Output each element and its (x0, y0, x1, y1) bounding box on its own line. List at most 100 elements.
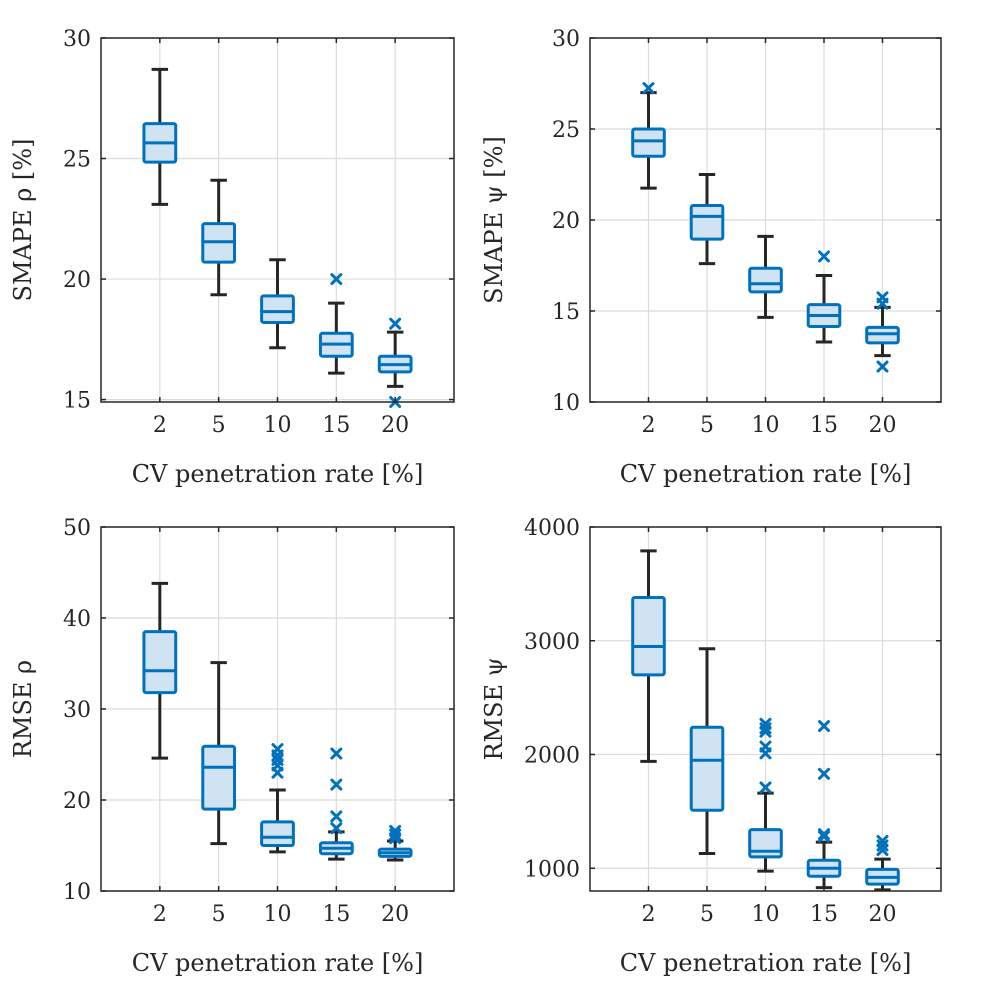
box-10 (260, 258, 295, 350)
x-tick-label: 2 (153, 902, 167, 927)
box-body (631, 596, 666, 677)
outlier-marker (876, 360, 889, 373)
box-body (689, 203, 725, 241)
x-tick-label: 5 (212, 413, 226, 438)
x-tick-label: 15 (810, 413, 838, 438)
x-axis-label: CV penetration rate [%] (620, 460, 912, 488)
box-body (260, 820, 295, 848)
x-tick-label: 10 (752, 902, 780, 927)
outlier-marker (818, 828, 830, 841)
box-10 (748, 234, 783, 319)
x-tick-label: 5 (700, 413, 714, 438)
x-tick-label: 15 (810, 902, 838, 927)
outlier-marker (330, 778, 343, 791)
outlier-marker (759, 725, 772, 738)
box-20 (865, 291, 900, 373)
outlier-marker (759, 722, 772, 735)
outlier-marker (759, 747, 772, 760)
box-2 (142, 67, 178, 206)
y-tick-label: 25 (552, 118, 580, 143)
x-tick-label: 5 (700, 902, 714, 927)
box-20 (865, 834, 900, 892)
y-axis-label: SMAPE ρ [%] (9, 139, 37, 302)
outlier-marker (330, 810, 343, 823)
box-5 (689, 173, 725, 266)
x-tick-label: 15 (322, 902, 350, 927)
outlier-marker (876, 297, 889, 310)
x-tick-label: 10 (752, 413, 780, 438)
outlier-marker (642, 82, 655, 95)
y-tick-label: 30 (552, 27, 580, 52)
outlier-marker (389, 832, 402, 845)
box-body (260, 294, 295, 324)
x-tick-label: 2 (642, 902, 656, 927)
y-tick-label: 2000 (524, 744, 580, 769)
box-2 (631, 549, 666, 763)
box-5 (201, 178, 237, 297)
box-15 (806, 250, 842, 344)
y-tick-label: 20 (63, 268, 91, 293)
x-tick-label: 20 (381, 902, 409, 927)
x-tick-label: 20 (869, 902, 897, 927)
box-15 (806, 720, 842, 890)
y-tick-label: 40 (63, 607, 91, 632)
outlier-marker (876, 844, 889, 857)
y-tick-label: 10 (63, 880, 91, 905)
x-axis-label: CV penetration rate [%] (132, 949, 424, 977)
outlier-marker (389, 317, 402, 330)
box-body (748, 266, 783, 294)
x-tick-label: 10 (264, 413, 292, 438)
box-10 (748, 717, 783, 873)
outlier-marker (330, 273, 343, 286)
y-tick-label: 20 (552, 209, 580, 234)
panel-3: 10 20 30 40 50 2 5 10 15 20 CV penetration rate [%… (9, 516, 455, 977)
y-tick-label: 30 (63, 27, 91, 52)
box-2 (142, 581, 178, 760)
box-body (748, 828, 783, 859)
x-axis-label: CV penetration rate [%] (620, 949, 912, 977)
x-tick-label: 5 (212, 902, 226, 927)
y-tick-label: 20 (63, 789, 91, 814)
box-5 (201, 661, 237, 846)
outlier-marker (818, 720, 830, 733)
outlier-marker (818, 250, 830, 263)
y-tick-label: 10 (552, 391, 580, 416)
y-tick-label: 25 (63, 148, 91, 173)
x-tick-label: 2 (153, 413, 167, 438)
y-axis-label: RMSE ρ (9, 660, 37, 758)
y-tick-label: 1000 (524, 857, 580, 882)
outlier-marker (759, 781, 772, 794)
y-tick-label: 30 (63, 698, 91, 723)
outlier-marker (271, 766, 284, 779)
outlier-marker (330, 747, 343, 760)
box-body (689, 725, 725, 812)
box-15 (318, 747, 354, 861)
y-tick-label: 15 (552, 300, 580, 325)
panel-4: 1000 2000 3000 4000 2 5 10 15 20 CV penetration r… (480, 516, 942, 977)
box-10 (260, 743, 295, 854)
y-tick-label: 3000 (524, 630, 580, 655)
outlier-marker (330, 822, 343, 835)
box-5 (689, 647, 725, 855)
box-body (201, 744, 237, 811)
box-15 (318, 273, 354, 375)
box-body (631, 127, 666, 158)
x-axis-label: CV penetration rate [%] (132, 460, 424, 488)
outlier-marker (818, 830, 830, 843)
outlier-marker (818, 767, 830, 780)
y-tick-label: 15 (63, 389, 91, 414)
x-tick-label: 2 (642, 413, 656, 438)
x-tick-label: 20 (869, 413, 897, 438)
x-tick-label: 15 (322, 413, 350, 438)
outlier-marker (389, 828, 402, 841)
x-tick-label: 20 (381, 413, 409, 438)
y-tick-label: 4000 (524, 516, 580, 541)
box-2 (631, 82, 666, 190)
box-body (142, 630, 178, 695)
x-tick-label: 10 (264, 902, 292, 927)
box-20 (377, 824, 413, 862)
y-tick-label: 50 (63, 516, 91, 541)
